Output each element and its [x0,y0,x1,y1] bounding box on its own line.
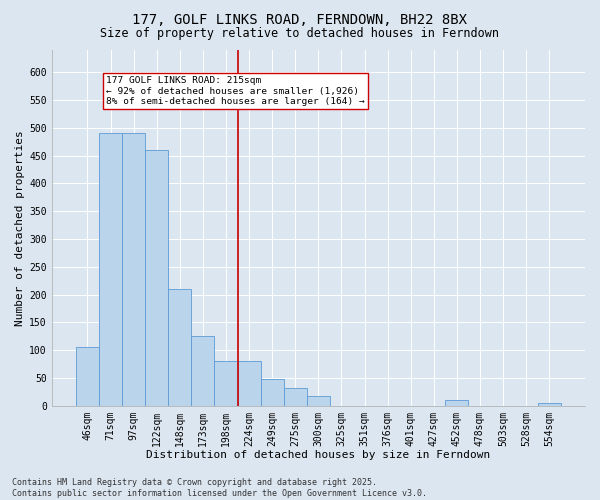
Text: 177, GOLF LINKS ROAD, FERNDOWN, BH22 8BX: 177, GOLF LINKS ROAD, FERNDOWN, BH22 8BX [133,12,467,26]
Bar [168,289,191,406]
Bar [260,379,284,406]
Bar [99,134,122,406]
Y-axis label: Number of detached properties: Number of detached properties [15,130,25,326]
Text: Contains HM Land Registry data © Crown copyright and database right 2025.
Contai: Contains HM Land Registry data © Crown c… [12,478,427,498]
Bar [214,362,238,406]
Bar [145,150,168,406]
Bar [122,134,145,406]
Bar [191,336,214,406]
Text: 177 GOLF LINKS ROAD: 215sqm
← 92% of detached houses are smaller (1,926)
8% of s: 177 GOLF LINKS ROAD: 215sqm ← 92% of det… [106,76,365,106]
Bar [76,348,99,406]
Text: Size of property relative to detached houses in Ferndown: Size of property relative to detached ho… [101,28,499,40]
Bar [445,400,469,406]
Bar [307,396,330,406]
Bar [284,388,307,406]
Bar [538,403,561,406]
X-axis label: Distribution of detached houses by size in Ferndown: Distribution of detached houses by size … [146,450,490,460]
Bar [238,362,260,406]
